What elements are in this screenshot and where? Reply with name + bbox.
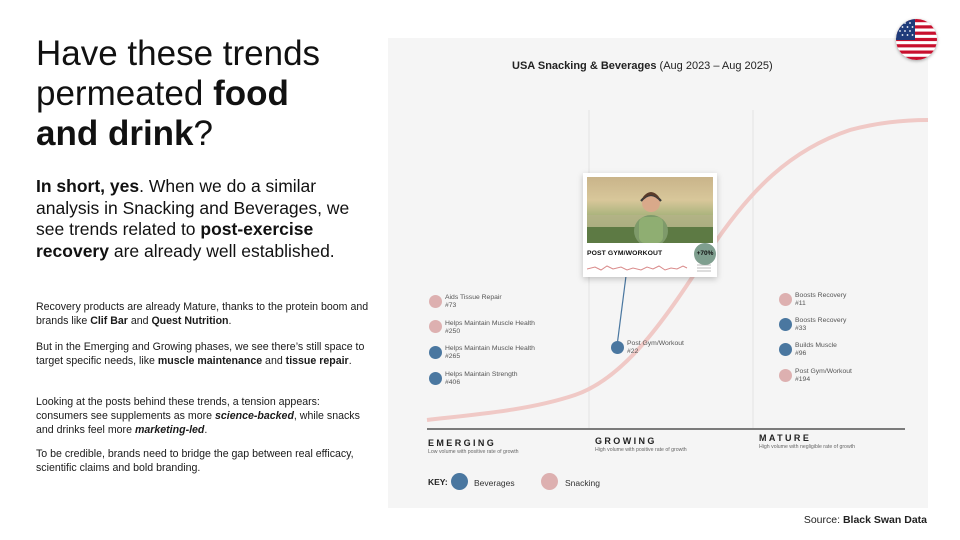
lede-text-1: . When we do a similar analysis in Snack… — [36, 176, 350, 240]
lede-bold-1: In short, yes — [36, 176, 140, 196]
node-muscle-health-250: Helps Maintain Muscle Health #250 — [445, 320, 535, 337]
p3-text-c: , while snacks and drinks feel more — [36, 410, 360, 437]
phase-growing-subtitle: High volume with positive rate of growth — [595, 447, 687, 453]
key-snacking-label: Snacking — [565, 478, 600, 488]
p1-bold-quest: Quest Nutrition — [151, 315, 229, 328]
key-label: KEY: — [428, 477, 448, 487]
photo-illustration — [587, 192, 713, 243]
node-rank: #194 — [795, 376, 811, 384]
usa-flag-icon — [896, 19, 937, 60]
panel-title-bold: USA Snacking & Beverages — [512, 60, 657, 72]
p3-text-d: . — [204, 424, 208, 437]
node-boosts-recovery-33: Boosts Recovery #33 — [795, 317, 846, 334]
p2-text-c: and — [262, 355, 286, 368]
phase-mature-subtitle: High volume with negligible rate of grow… — [759, 444, 856, 450]
flag-graphic — [896, 19, 937, 60]
body-paragraph-4: To be credible, brands need to bridge th… — [36, 448, 354, 475]
phase-emerging-subtitle: Low volume with positive rate of growth — [428, 449, 519, 455]
p1-bold-clif-bar: Clif Bar — [90, 315, 128, 328]
phase-emerging-label: EMERGING — [428, 438, 497, 448]
lede-paragraph: In short, yes. When we do a similar anal… — [36, 176, 366, 262]
snacking-dot-aids-tissue-repair — [429, 295, 442, 308]
node-maintain-strength: Helps Maintain Strength #406 — [445, 371, 518, 388]
callout-sparkline — [587, 264, 711, 272]
node-name: Post Gym/Workout — [795, 368, 852, 375]
p3-italic-science: science-backed — [215, 410, 294, 423]
node-name: Aids Tissue Repair — [445, 294, 502, 301]
body-paragraph-1: Recovery products are already Mature, th… — [36, 300, 371, 328]
lede-text-2: are already well established. — [108, 240, 335, 261]
source-name: Black Swan Data — [842, 514, 927, 526]
post-gym-callout-card: POST GYM/WORKOUT — [583, 173, 717, 277]
node-rank: #96 — [795, 350, 807, 358]
node-rank: #406 — [445, 379, 461, 387]
snacking-dot-muscle-health — [429, 320, 442, 333]
beverages-dot-muscle-health — [429, 346, 442, 359]
node-rank: #22 — [627, 348, 639, 356]
p1-text-c: and — [127, 315, 152, 328]
p1-text-a: Recovery products are already Mature, th… — [36, 301, 369, 328]
node-rank: #11 — [795, 300, 806, 308]
woman-workout-photo — [587, 177, 713, 243]
snacking-dot-boosts-recovery — [779, 293, 792, 306]
node-rank: #73 — [445, 302, 457, 310]
panel-title: USA Snacking & Beverages (Aug 2023 – Aug… — [512, 60, 773, 72]
lede-bold-2: post-exercise recovery — [36, 219, 314, 261]
node-rank: #250 — [445, 328, 461, 336]
growth-badge: +70% — [694, 243, 716, 265]
panel-title-range: (Aug 2023 – Aug 2025) — [656, 60, 773, 72]
p2-bold-muscle: muscle maintenance — [157, 355, 263, 368]
node-boosts-recovery-11: Boosts Recovery #11 — [795, 292, 846, 309]
p3-text-a: Looking at the posts behind these trends… — [36, 396, 320, 423]
key-snacking-swatch — [541, 473, 558, 490]
snacking-dot-post-gym — [779, 369, 792, 382]
beverages-dot-builds-muscle — [779, 343, 792, 356]
p2-text-d: . — [348, 355, 352, 368]
p3-italic-marketing: marketing-led — [134, 424, 205, 437]
p2-text-a: But in the Emerging and Growing phases, … — [36, 341, 365, 368]
headline-bold-and-drink: and drink — [36, 113, 194, 153]
node-name: Helps Maintain Muscle Health — [445, 345, 535, 352]
headline-line-1: Have these trends — [36, 34, 321, 73]
p2-bold-tissue: tissue repair — [285, 355, 349, 368]
key-beverages-label: Beverages — [474, 478, 515, 488]
node-name: Boosts Recovery — [795, 292, 847, 299]
beverages-dot-maintain-strength — [429, 372, 442, 385]
headline: Have these trends permeated food and dri… — [36, 34, 376, 154]
phase-growing-label: GROWING — [595, 436, 657, 446]
node-name: Helps Maintain Strength — [445, 371, 518, 378]
p1-text-d: . — [228, 315, 232, 328]
node-muscle-health-265: Helps Maintain Muscle Health #265 — [445, 345, 535, 362]
headline-question-mark: ? — [193, 113, 213, 153]
beverages-dot-boosts-recovery — [779, 318, 792, 331]
callout-label: POST GYM/WORKOUT — [587, 250, 663, 257]
beverages-dot-post-gym — [611, 341, 624, 354]
headline-line-2: permeated — [36, 73, 214, 113]
body-paragraph-3: Looking at the posts behind these trends… — [36, 395, 371, 437]
node-post-gym-194: Post Gym/Workout #194 — [795, 368, 852, 385]
node-name: Helps Maintain Muscle Health — [445, 320, 535, 327]
body-paragraph-2: But in the Emerging and Growing phases, … — [36, 340, 371, 368]
headline-bold-food: food — [213, 73, 289, 113]
source-prefix: Source: — [803, 514, 843, 526]
node-rank: #265 — [445, 353, 461, 361]
node-post-gym-22: Post Gym/Workout #22 — [627, 340, 684, 357]
node-aids-tissue-repair: Aids Tissue Repair #73 — [445, 294, 502, 311]
node-builds-muscle: Builds Muscle #96 — [795, 342, 837, 359]
callout-connector — [616, 275, 627, 347]
node-name: Post Gym/Workout — [627, 340, 684, 347]
key-beverages-swatch — [451, 473, 468, 490]
source-attribution: Source: Black Swan Data — [804, 514, 927, 526]
node-name: Boosts Recovery — [795, 317, 847, 324]
node-name: Builds Muscle — [795, 342, 837, 349]
phase-mature-label: MATURE — [759, 433, 812, 443]
node-rank: #33 — [795, 325, 807, 333]
